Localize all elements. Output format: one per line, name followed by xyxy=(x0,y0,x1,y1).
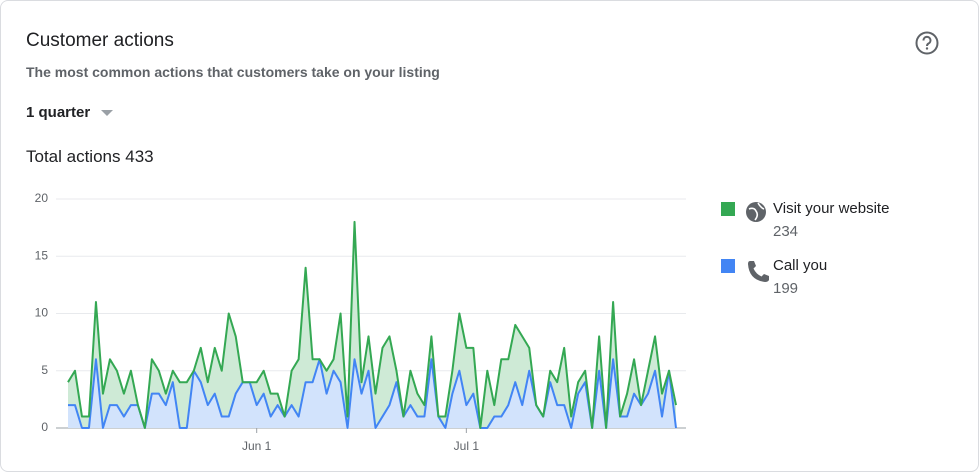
dropdown-arrow xyxy=(101,110,114,117)
legend-label: Call you xyxy=(773,257,827,274)
legend-label: Visit your website xyxy=(773,200,889,217)
total-label: Total actions xyxy=(26,147,121,166)
help-icon[interactable] xyxy=(913,30,941,58)
line xyxy=(67,220,677,429)
subtitle: The most common actions that customers t… xyxy=(26,64,440,80)
total-value: 433 xyxy=(125,147,154,166)
y-tick-label: 5 xyxy=(41,363,48,377)
x-tick-label: Jul 1 xyxy=(454,439,480,453)
globe-icon xyxy=(746,202,766,222)
y-tick-label: 20 xyxy=(35,191,49,205)
legend-swatch xyxy=(721,202,735,216)
y-tick-label: 10 xyxy=(35,306,49,320)
legend-swatch xyxy=(721,259,735,273)
line xyxy=(68,358,677,429)
period-label: 1 quarter xyxy=(26,104,91,121)
title: Customer actions xyxy=(26,30,174,51)
total-actions: Total actions 433 xyxy=(26,147,154,167)
phone-icon xyxy=(748,261,769,282)
period-dropdown[interactable]: 1 quarter xyxy=(26,104,114,121)
legend-total: 199 xyxy=(773,280,798,297)
y-tick-label: 15 xyxy=(35,248,49,262)
legend-total: 234 xyxy=(773,223,798,240)
x-tick-label: Jun 1 xyxy=(242,439,272,453)
y-tick-label: 0 xyxy=(41,420,48,434)
area xyxy=(68,221,676,428)
